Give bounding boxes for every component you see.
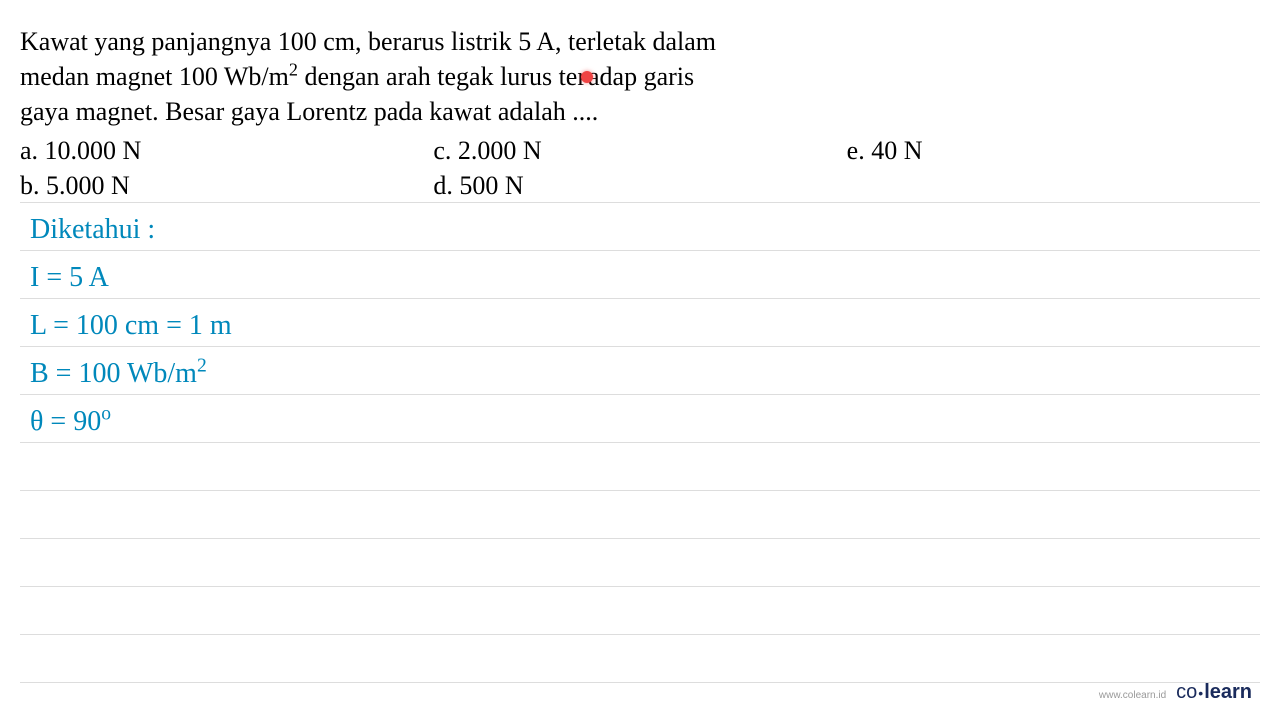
hand-field: B = 100 Wb/m2	[30, 358, 207, 390]
paper-line	[20, 682, 1260, 683]
footer-brand-logo: co•learn	[1176, 681, 1252, 704]
paper-line	[20, 298, 1260, 299]
hand-angle: θ = 90o	[30, 406, 111, 438]
hand-current: I = 5 A	[30, 262, 109, 294]
q-line-1: Kawat yang panjangnya 100 cm, berarus li…	[20, 24, 1260, 59]
hand-diketahui: Diketahui :	[30, 214, 155, 246]
paper-line	[20, 202, 1260, 203]
paper-line	[20, 538, 1260, 539]
footer: www.colearn.id co•learn	[1099, 681, 1252, 704]
paper-line	[20, 490, 1260, 491]
paper-line	[20, 250, 1260, 251]
paper-line	[20, 394, 1260, 395]
paper-line	[20, 442, 1260, 443]
paper-line	[20, 346, 1260, 347]
paper-line	[20, 634, 1260, 635]
footer-url: www.colearn.id	[1099, 690, 1166, 701]
hand-length: L = 100 cm = 1 m	[30, 310, 232, 342]
paper-line	[20, 586, 1260, 587]
lined-paper-area: Diketahui : I = 5 A L = 100 cm = 1 m B =…	[0, 82, 1280, 720]
